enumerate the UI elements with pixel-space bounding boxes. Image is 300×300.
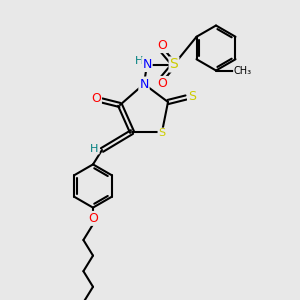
Text: O: O	[158, 77, 167, 90]
Text: O: O	[91, 92, 101, 106]
Text: H: H	[134, 56, 143, 66]
Text: S: S	[158, 128, 166, 139]
Text: N: N	[139, 77, 149, 91]
Text: H: H	[90, 143, 99, 154]
Text: O: O	[158, 39, 167, 52]
Text: S: S	[169, 58, 178, 71]
Text: S: S	[188, 89, 196, 103]
Text: N: N	[142, 58, 152, 71]
Text: O: O	[88, 212, 98, 225]
Text: CH₃: CH₃	[234, 65, 252, 76]
